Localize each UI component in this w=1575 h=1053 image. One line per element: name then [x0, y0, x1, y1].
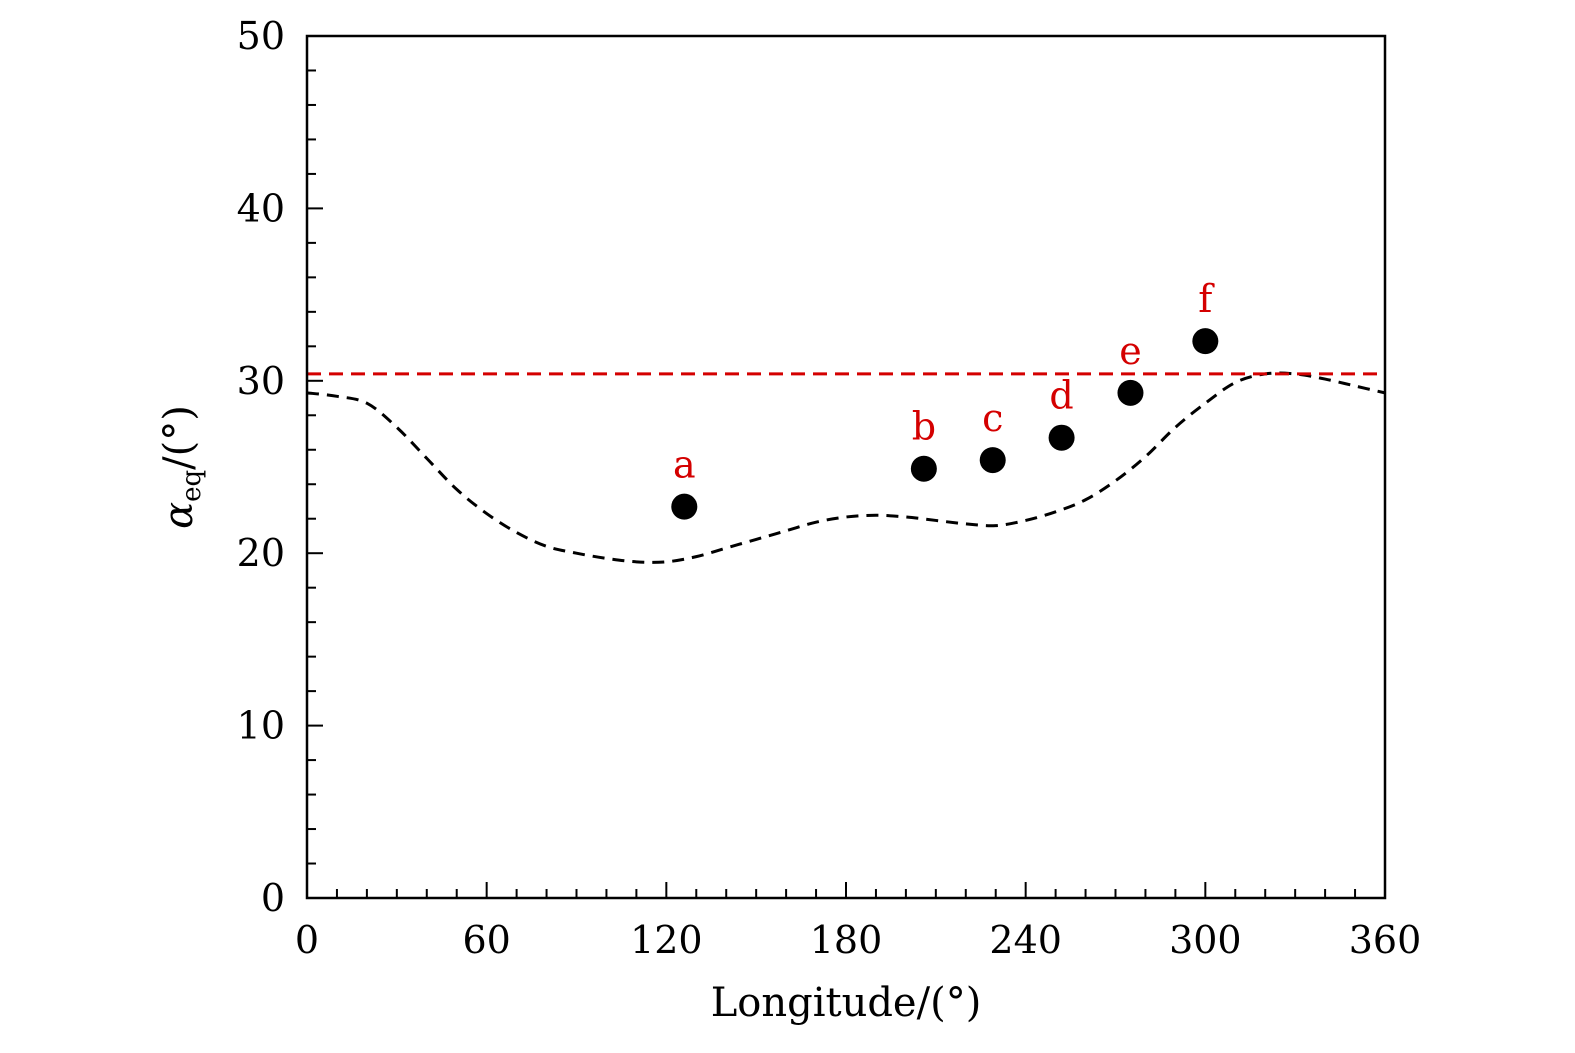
point-label-d: d: [1049, 374, 1073, 418]
y-tick-label: 50: [237, 14, 285, 58]
point-label-b: b: [912, 405, 936, 449]
data-point-a: [671, 493, 698, 520]
y-axis-label-main: α: [156, 502, 202, 529]
x-tick-label: 300: [1169, 918, 1242, 962]
data-point-b: [910, 455, 937, 482]
plot-frame: [305, 34, 1387, 900]
y-tick-label: 0: [261, 876, 285, 920]
y-tick-label: 40: [237, 186, 285, 230]
data-point-e: [1117, 379, 1144, 406]
curve-layer: [306, 371, 1386, 564]
x-tick-label: 360: [1349, 918, 1422, 962]
y-axis-label: αeq/(°): [156, 405, 207, 529]
points-layer: a b c d e f: [671, 277, 1219, 520]
y-tick-label: 10: [237, 704, 285, 748]
y-tick-label: 30: [237, 359, 285, 403]
data-point-d: [1048, 424, 1075, 451]
point-label-c: c: [982, 396, 1003, 440]
x-tick-label: 0: [295, 918, 319, 962]
point-label-e: e: [1119, 329, 1142, 373]
y-tick-label: 20: [237, 531, 285, 575]
x-axis-label: Longitude/(°): [711, 980, 982, 1026]
x-tick-label: 180: [810, 918, 883, 962]
data-point-f: [1192, 328, 1219, 355]
ticks-layer: [306, 35, 1386, 899]
tick-labels-layer: 0 60 120 180 240 300 360 0 10 20 30 40 50: [237, 14, 1422, 962]
x-tick-label: 120: [630, 918, 703, 962]
point-label-f: f: [1198, 277, 1215, 321]
data-point-c: [979, 447, 1006, 474]
x-tick-label: 240: [989, 918, 1062, 962]
dashed-curve: [306, 371, 1386, 564]
y-axis-label-sub: eq: [177, 470, 207, 502]
x-tick-label: 60: [462, 918, 510, 962]
point-label-a: a: [673, 443, 696, 487]
y-axis-label-tail: /(°): [156, 405, 202, 470]
